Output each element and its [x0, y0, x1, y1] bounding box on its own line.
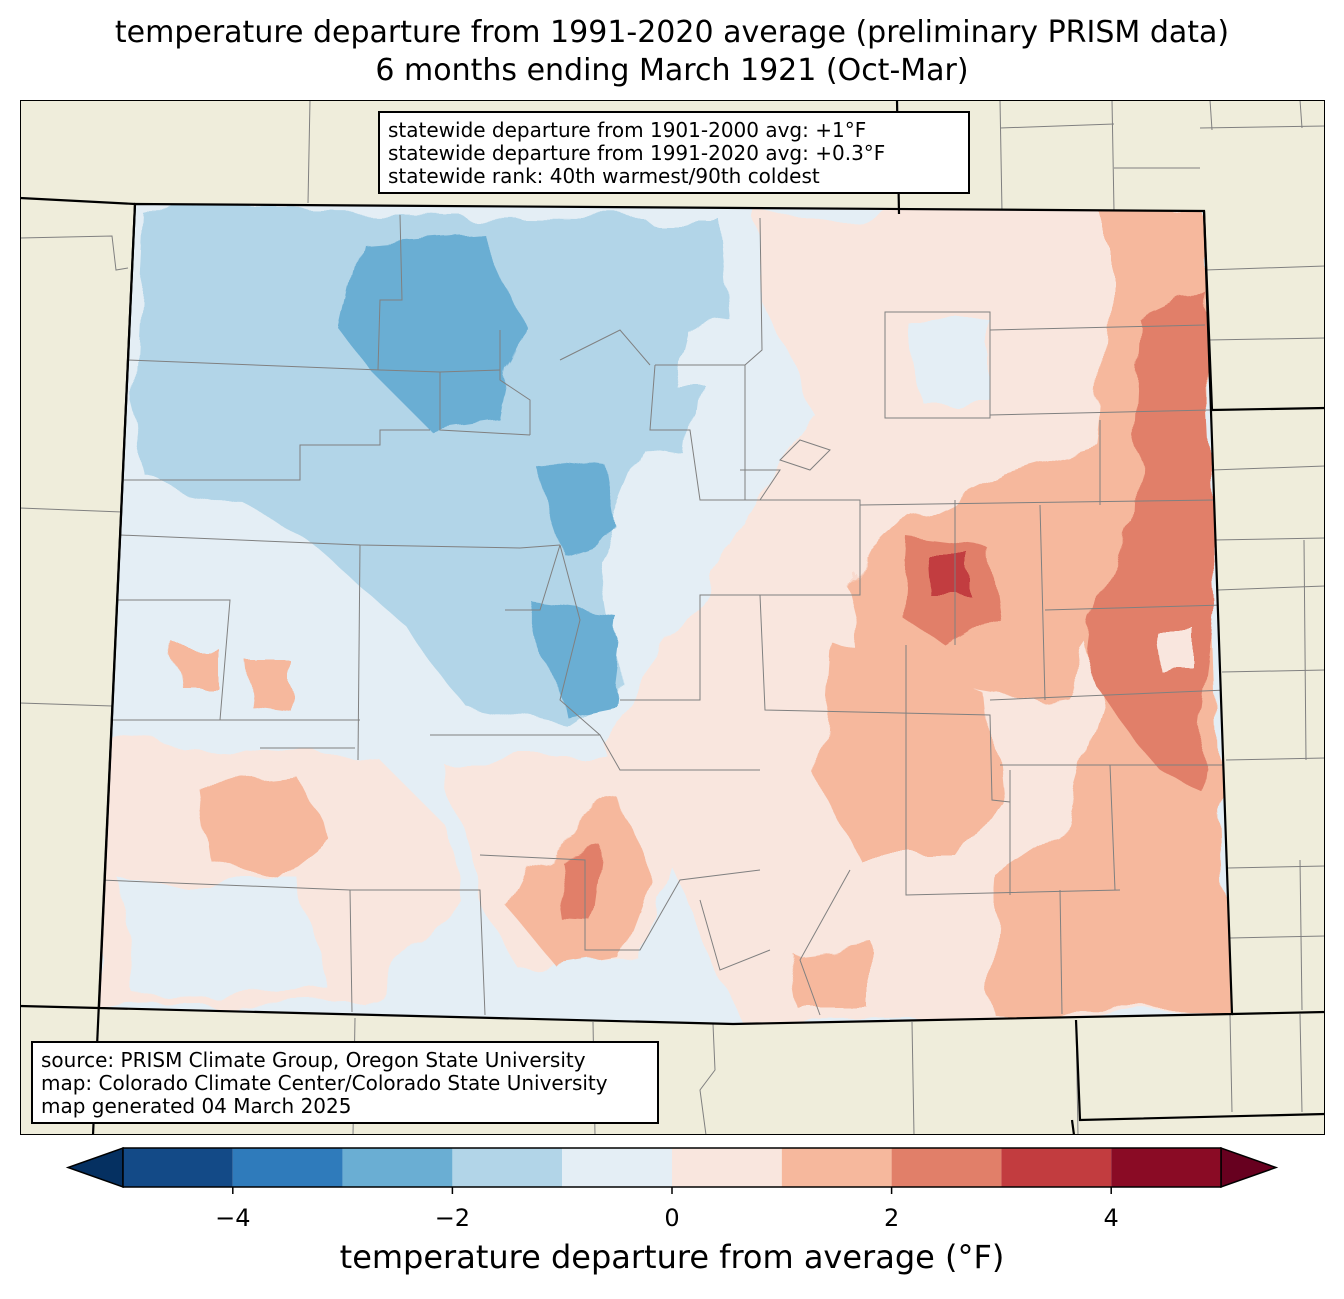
colorbar-tick-label: 0: [664, 1204, 680, 1232]
map-credit-line: map: Colorado Climate Center/Colorado St…: [41, 1071, 608, 1095]
colorbar-bin-3: [452, 1148, 563, 1187]
colorbar-bin-2: [342, 1148, 453, 1187]
colorbar-over-arrow: [1220, 1146, 1279, 1189]
colorbar-bin-1: [232, 1148, 343, 1187]
source-line: source: PRISM Climate Group, Oregon Stat…: [41, 1048, 586, 1072]
colorbar-tick-label: 2: [883, 1204, 900, 1232]
colorbar-tick-label: −2: [434, 1204, 471, 1232]
colorbar-bin-6: [781, 1148, 892, 1187]
colorbar-tick-label: −4: [215, 1204, 251, 1232]
colorbar-under-arrow: [65, 1146, 124, 1189]
stats-line-1991-2020: statewide departure from 1991-2020 avg: …: [388, 141, 886, 165]
colorbar-bin-0: [123, 1148, 233, 1187]
colorbar-bin-9: [1111, 1148, 1221, 1187]
colorbar-tick-label: 4: [1103, 1204, 1119, 1232]
stats-line-1901-2000: statewide departure from 1901-2000 avg: …: [388, 118, 867, 142]
statewide-stats-box: statewide departure from 1901-2000 avg: …: [378, 111, 970, 194]
generated-date-line: map generated 04 March 2025: [41, 1094, 352, 1118]
colorbar: [65, 1146, 1279, 1194]
stats-line-rank: statewide rank: 40th warmest/90th coldes…: [388, 164, 820, 188]
map-title-line2: 6 months ending March 1921 (Oct-Mar): [375, 53, 969, 88]
map-title-line1: temperature departure from 1991-2020 ave…: [114, 15, 1230, 50]
source-credit-box: source: PRISM Climate Group, Oregon Stat…: [31, 1041, 659, 1124]
state-borders: [20, 100, 1325, 1135]
colorbar-bin-5: [672, 1148, 782, 1187]
colorbar-bin-4: [562, 1148, 672, 1187]
colorbar-label: temperature departure from average (°F): [339, 1238, 1005, 1276]
colorbar-bin-7: [891, 1148, 1002, 1187]
colorbar-bin-8: [1001, 1148, 1112, 1187]
colorado-county-lines: [99, 214, 1226, 1016]
